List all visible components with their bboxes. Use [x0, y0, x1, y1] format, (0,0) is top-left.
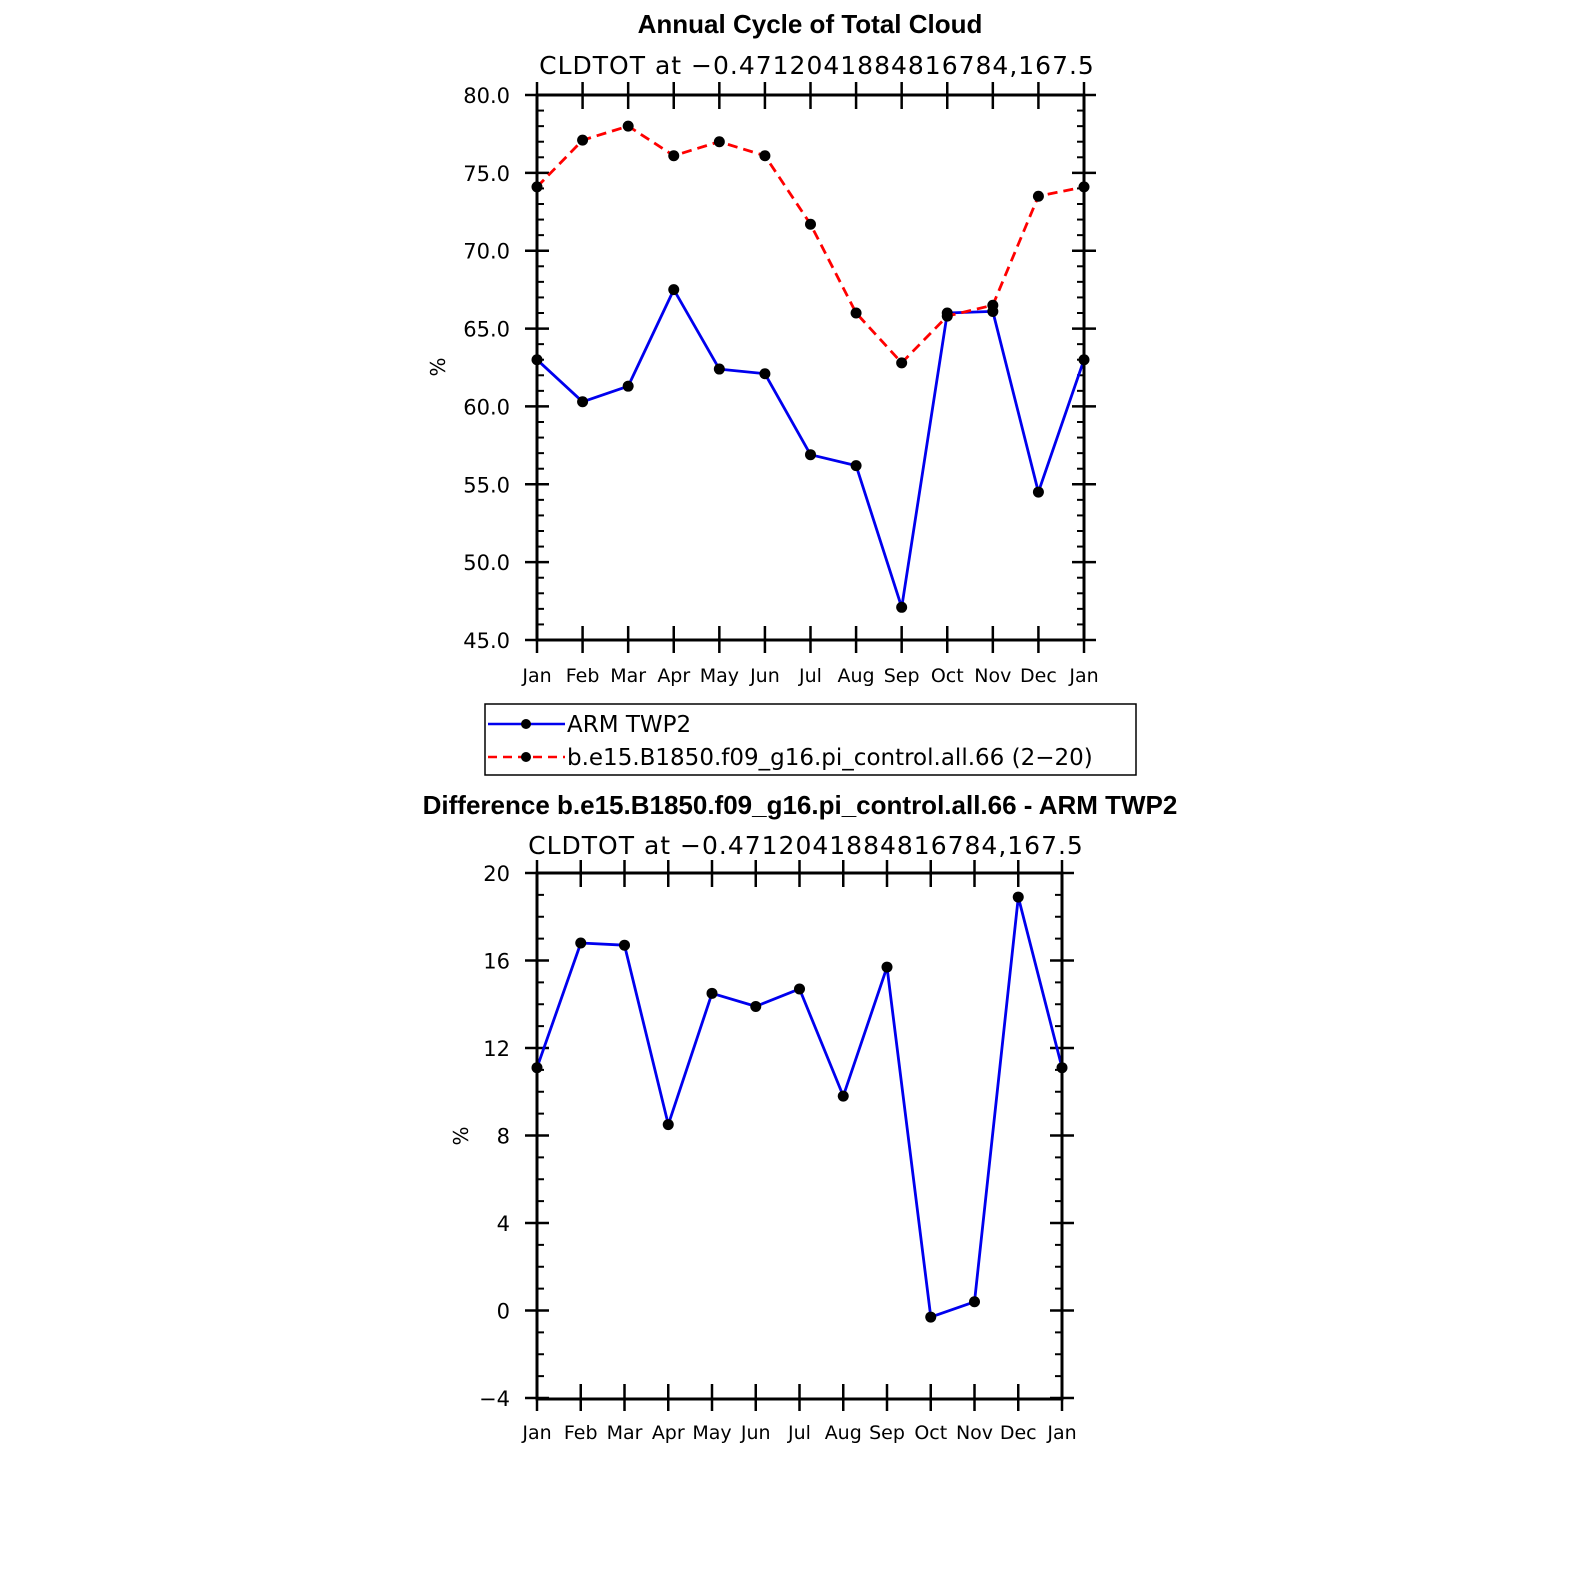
- y-tick-label: 65.0: [463, 318, 510, 342]
- y-tick-label: 55.0: [463, 473, 510, 497]
- y-tick-label: 70.0: [463, 240, 510, 264]
- x-tick-label: Jan: [1068, 665, 1098, 687]
- data-point: [706, 987, 718, 999]
- data-point: [881, 961, 893, 973]
- plot-frame: [535, 93, 1086, 642]
- data-point: [668, 284, 680, 296]
- series-layer: [531, 120, 1090, 613]
- x-tick-label: Jun: [740, 1422, 771, 1444]
- x-tick-label: Nov: [974, 665, 1011, 687]
- y-tick-label: 4: [497, 1212, 510, 1236]
- x-tick-label: Apr: [652, 1422, 685, 1444]
- data-point: [662, 1119, 674, 1131]
- y-axis-label: %: [449, 1126, 473, 1145]
- x-tick-label: Jan: [521, 665, 551, 687]
- data-point: [577, 134, 589, 146]
- chart-subtitle: CLDTOT at −0.4712041884816784,167.5: [539, 51, 1095, 80]
- data-point: [622, 380, 634, 392]
- y-tick-label: 80.0: [463, 84, 510, 108]
- y-tick-label: 60.0: [463, 395, 510, 419]
- y-tick-label: 12: [483, 1037, 510, 1061]
- data-point: [619, 939, 630, 951]
- y-tick-label: 50.0: [463, 551, 510, 575]
- data-point: [713, 136, 725, 148]
- chart-title: Difference b.e15.B1850.f09_g16.pi_contro…: [423, 790, 1178, 820]
- y-tick-label: 20: [483, 862, 510, 886]
- axes-ticks: 45.0 50.0 55.0 60.0 65.0 70.0 75.0 80.0 Jan Feb Ma…: [463, 82, 1099, 687]
- y-tick-label: 45.0: [463, 629, 510, 653]
- legend-marker-model: [521, 752, 531, 762]
- data-point: [713, 363, 725, 375]
- y-tick-label: 8: [497, 1125, 510, 1149]
- data-point: [850, 307, 862, 319]
- x-tick-label: Jan: [1046, 1422, 1076, 1444]
- x-tick-label: Jul: [787, 1422, 811, 1444]
- data-point: [837, 1090, 849, 1102]
- legend-label-model: b.e15.B1850.f09_g16.pi_control.all.66 (2…: [567, 745, 1093, 771]
- x-tick-label: Oct: [931, 665, 964, 687]
- difference-chart: Difference b.e15.B1850.f09_g16.pi_contro…: [423, 790, 1178, 1444]
- x-tick-label: Aug: [825, 1422, 862, 1444]
- x-tick-label: Mar: [607, 1422, 643, 1444]
- data-point: [925, 1311, 937, 1323]
- data-point: [850, 460, 862, 472]
- series-layer: [531, 891, 1068, 1323]
- annual-cycle-chart: Annual Cycle of Total Cloud CLDTOT at −0…: [426, 9, 1099, 687]
- data-point: [759, 368, 771, 380]
- legend: ARM TWP2 b.e15.B1850.f09_g16.pi_control.…: [484, 703, 1137, 776]
- legend-box: [484, 703, 1137, 776]
- y-tick-label: 0: [497, 1300, 510, 1324]
- data-point: [987, 299, 999, 311]
- axes-ticks: −4 0 4 8 12 16 20 Jan Feb Mar Apr May Jun Jul Aug Sep Oc…: [479, 860, 1077, 1444]
- data-point: [794, 983, 805, 995]
- data-point: [805, 218, 816, 230]
- x-tick-label: May: [692, 1422, 731, 1444]
- plot-frame: [535, 871, 1064, 1401]
- x-tick-label: Dec: [1000, 1422, 1037, 1444]
- data-point: [575, 937, 587, 949]
- data-point: [941, 310, 953, 322]
- x-tick-label: Sep: [884, 665, 920, 687]
- data-point: [1012, 891, 1024, 903]
- data-point: [622, 120, 634, 132]
- x-tick-label: May: [700, 665, 739, 687]
- data-point: [1032, 486, 1044, 498]
- data-point: [969, 1296, 980, 1308]
- series-line: [535, 124, 1085, 365]
- x-tick-label: Feb: [566, 665, 600, 687]
- x-tick-label: Mar: [610, 665, 646, 687]
- x-tick-label: Jan: [521, 1422, 551, 1444]
- y-tick-label: −4: [479, 1387, 510, 1411]
- x-tick-label: Jul: [798, 665, 822, 687]
- data-point: [668, 150, 680, 162]
- x-tick-label: Oct: [914, 1422, 947, 1444]
- x-tick-label: Apr: [657, 665, 690, 687]
- x-tick-label: Nov: [956, 1422, 993, 1444]
- data-point: [759, 150, 771, 162]
- data-point: [750, 1000, 762, 1012]
- legend-label-arm: ARM TWP2: [567, 712, 691, 738]
- series-line: [536, 288, 1086, 609]
- x-tick-label: Aug: [838, 665, 875, 687]
- data-point: [805, 449, 816, 461]
- data-point: [1032, 190, 1044, 202]
- legend-marker-arm: [521, 719, 531, 729]
- x-tick-label: Sep: [869, 1422, 905, 1444]
- chart-subtitle: CLDTOT at −0.4712041884816784,167.5: [528, 831, 1084, 860]
- y-tick-label: 75.0: [463, 162, 510, 186]
- data-point: [577, 396, 589, 408]
- y-tick-label: 16: [483, 950, 510, 974]
- x-tick-label: Jun: [749, 665, 780, 687]
- x-tick-label: Feb: [564, 1422, 598, 1444]
- data-point: [896, 357, 908, 369]
- data-point: [896, 601, 908, 613]
- series-line: [535, 895, 1064, 1319]
- chart-title: Annual Cycle of Total Cloud: [638, 9, 983, 39]
- y-axis-label: %: [426, 357, 450, 376]
- x-tick-label: Dec: [1020, 665, 1057, 687]
